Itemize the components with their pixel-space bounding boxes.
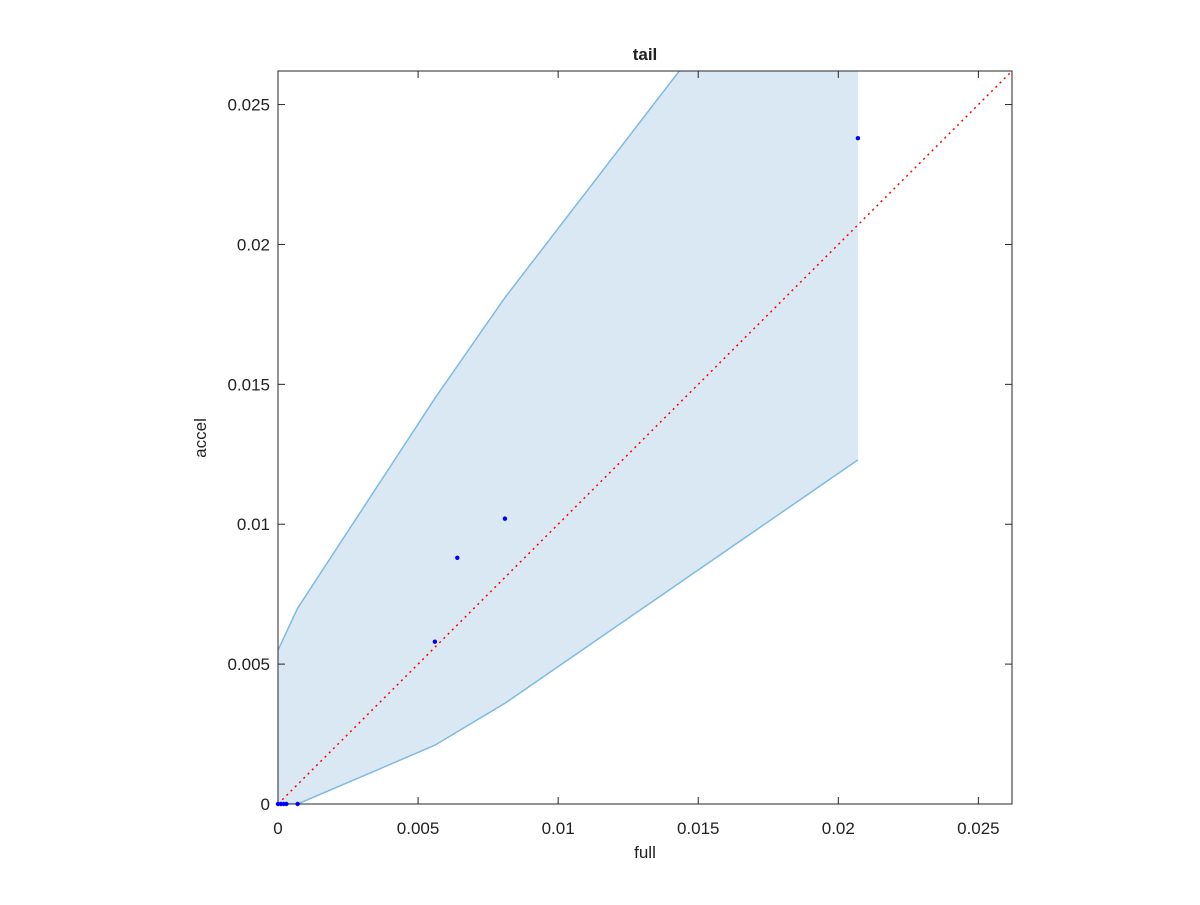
point	[855, 135, 861, 141]
x-tick-label: 0.015	[677, 819, 720, 838]
x-tick-label: 0.02	[822, 819, 855, 838]
band-fill	[278, 71, 858, 804]
point	[455, 555, 460, 561]
y-axis-label: accel	[191, 418, 210, 458]
point	[284, 801, 289, 807]
y-tick-label: 0.02	[237, 235, 270, 254]
y-tick-label: 0	[261, 795, 270, 814]
x-tick-label: 0.01	[542, 819, 575, 838]
x-tick-label: 0.005	[397, 819, 440, 838]
reference-line	[278, 71, 1012, 804]
plot-area	[278, 71, 1012, 804]
axes: 0 0.005 0.01 0.015 0.02 0.025 0 0.005 0.01 0.015 0…	[227, 70, 1013, 838]
band-lower	[278, 459, 859, 804]
y-tick-label: 0.01	[237, 515, 270, 534]
x-tick-label: 0.025	[957, 819, 1000, 838]
y-tick-label: 0.005	[227, 655, 270, 674]
axes-box	[277, 70, 1013, 805]
band-upper	[278, 71, 681, 651]
point	[295, 801, 300, 807]
x-axis-label: full	[634, 843, 656, 862]
x-tick-label: 0	[273, 819, 282, 838]
y-tick-label: 0.025	[227, 96, 270, 115]
point	[502, 516, 508, 521]
y-tick-label: 0.015	[227, 375, 270, 394]
point	[432, 639, 438, 644]
chart-title: tail	[633, 45, 658, 64]
